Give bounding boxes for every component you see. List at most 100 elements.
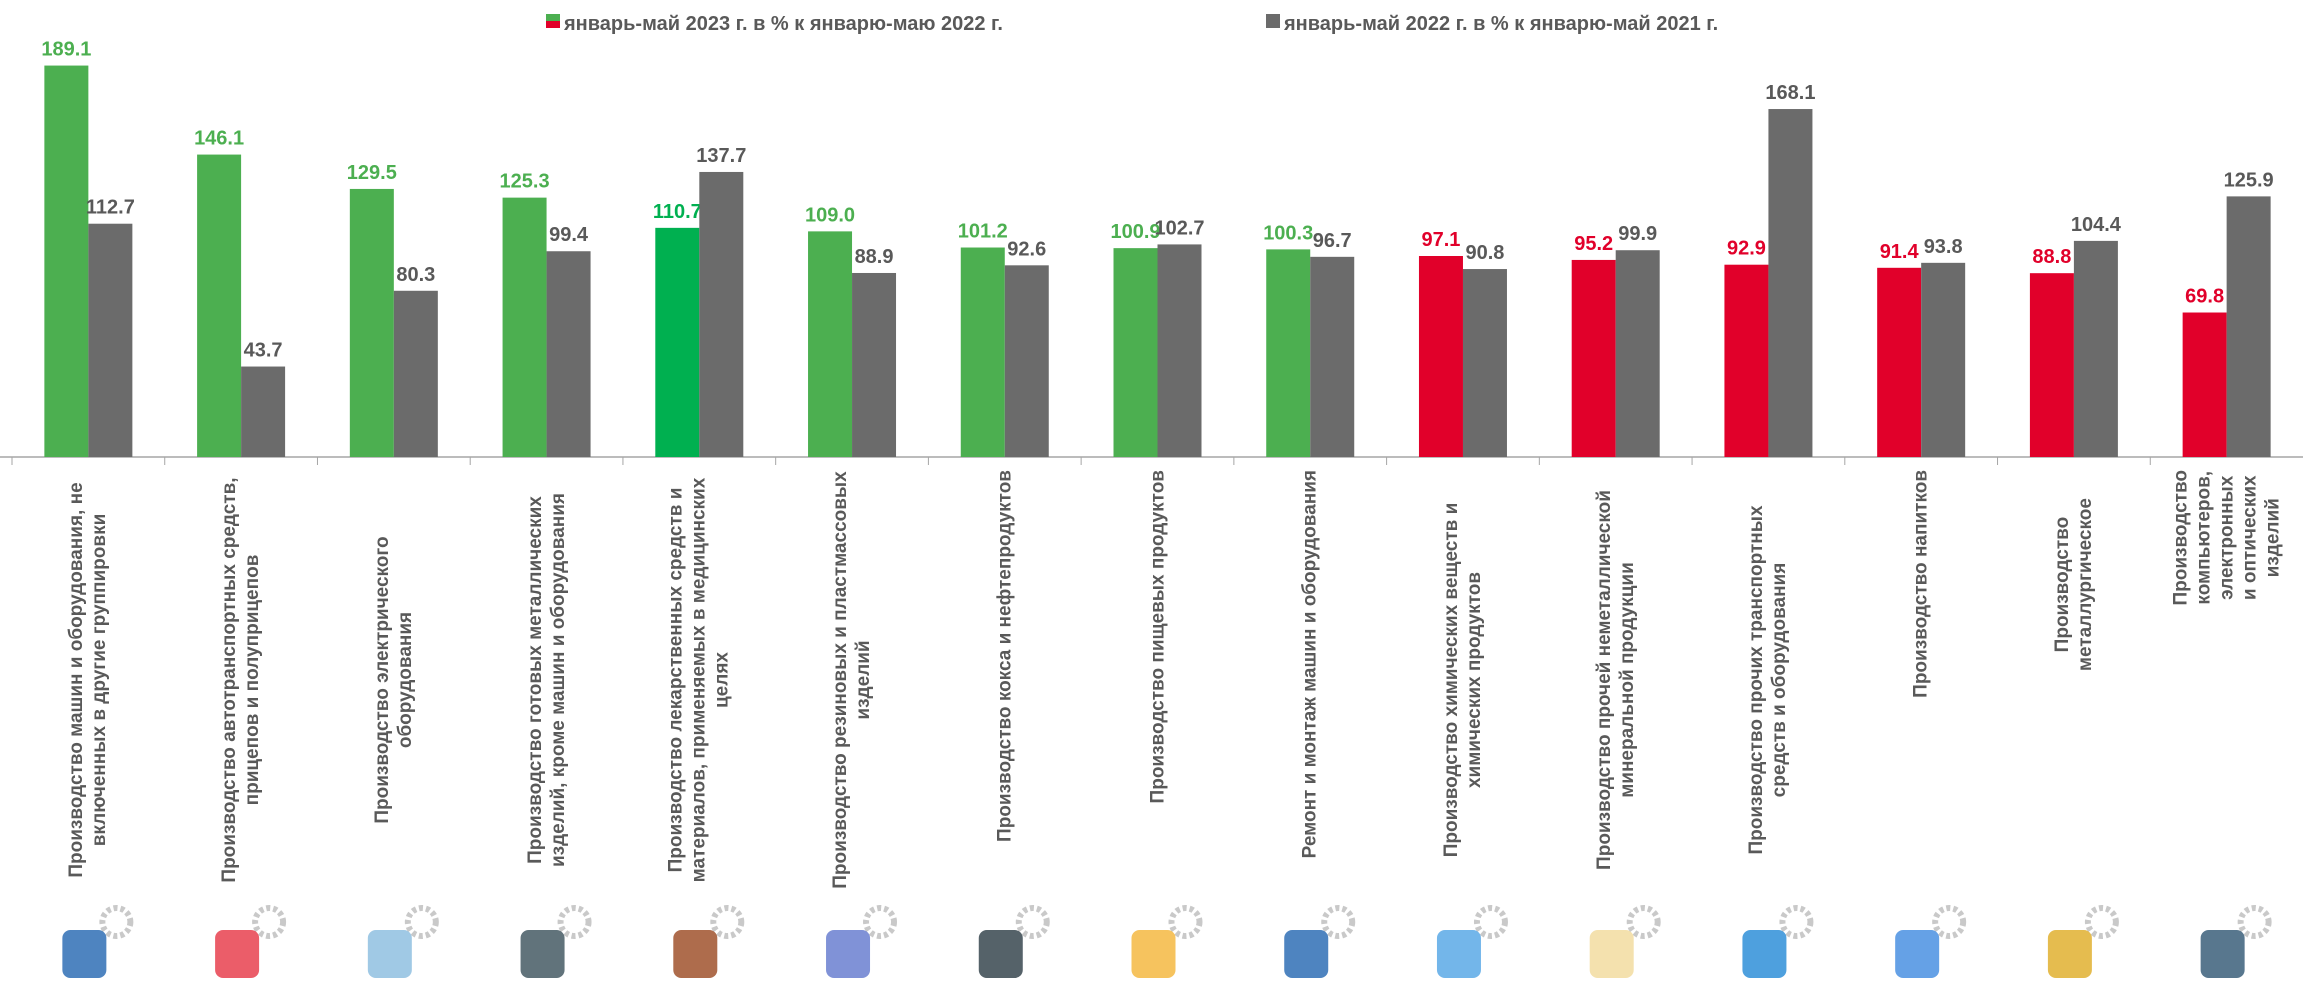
- data-label: 112.7: [86, 197, 135, 219]
- icon: [1284, 930, 1328, 978]
- data-label: 146.1: [194, 128, 244, 150]
- data-label: 99.9: [1618, 223, 1657, 245]
- data-label: 129.5: [347, 162, 397, 184]
- data-label: 88.8: [2032, 246, 2071, 268]
- bar: [1724, 265, 1768, 457]
- data-label: 137.7: [696, 145, 746, 167]
- bar: [699, 172, 743, 457]
- bar: [88, 224, 132, 457]
- bar: [503, 198, 547, 457]
- bar: [241, 367, 285, 457]
- bar: [44, 66, 88, 457]
- icon-gear: [2088, 908, 2116, 936]
- icon: [979, 930, 1023, 978]
- bar: [1114, 248, 1158, 457]
- icon-gear: [866, 908, 894, 936]
- bar: [1768, 109, 1812, 457]
- data-label: 96.7: [1313, 230, 1352, 252]
- data-label: 95.2: [1574, 233, 1613, 255]
- icon-gear: [102, 908, 130, 936]
- x-tick-label: Производство химических веществ и химиче…: [1440, 470, 1486, 890]
- bar: [394, 291, 438, 457]
- icon: [215, 930, 259, 978]
- data-label: 125.9: [2224, 169, 2274, 191]
- bar: [197, 155, 241, 457]
- bar: [1158, 244, 1202, 457]
- x-tick-label: Производство лекарственных средств и мат…: [665, 470, 734, 890]
- x-tick-label: Производство металлургическое: [2051, 470, 2097, 699]
- data-label: 91.4: [1880, 241, 1920, 263]
- bar: [1419, 256, 1463, 457]
- bar: [2074, 241, 2118, 457]
- x-tick-label: Производство напитков: [1910, 470, 1933, 698]
- legend-marker: [546, 14, 560, 21]
- icon: [368, 930, 412, 978]
- bar: [2030, 273, 2074, 457]
- icon-gear: [408, 908, 436, 936]
- icon-gear: [2241, 908, 2269, 936]
- data-label: 100.3: [1263, 222, 1313, 244]
- x-tick-label: Производство готовых металлических издел…: [524, 470, 570, 890]
- icon: [1437, 930, 1481, 978]
- bar: [961, 248, 1005, 457]
- icon-gear: [1477, 908, 1505, 936]
- chart: январь-май 2023 г. в % к январю-маю 2022…: [0, 0, 2303, 1002]
- x-tick-label: Производство пищевых продуктов: [1146, 470, 1169, 803]
- x-tick-label: Производство электрического оборудования: [371, 470, 417, 890]
- x-tick-label: Производство прочей неметаллической мине…: [1593, 470, 1639, 890]
- icon: [1895, 930, 1939, 978]
- data-label: 92.6: [1007, 238, 1046, 260]
- data-label: 43.7: [244, 340, 283, 362]
- icon: [826, 930, 870, 978]
- icon-gear: [255, 908, 283, 936]
- bar: [547, 251, 591, 457]
- bar: [1005, 265, 1049, 457]
- icon: [521, 930, 565, 978]
- data-label: 189.1: [41, 39, 91, 61]
- bar: [655, 228, 699, 457]
- x-tick-label: Ремонт и монтаж машин и оборудования: [1299, 470, 1322, 858]
- data-label: 110.7: [653, 201, 702, 223]
- bar: [852, 273, 896, 457]
- bar: [1463, 269, 1507, 457]
- icon-gear: [1324, 908, 1352, 936]
- data-label: 104.4: [2071, 214, 2122, 236]
- x-tick-label: Производство резиновых и пластмассовых и…: [829, 470, 875, 890]
- icon-gear: [561, 908, 589, 936]
- x-tick-label: Производство компьютеров, электронных и …: [2169, 470, 2284, 606]
- bar: [1877, 268, 1921, 457]
- bar: [2227, 196, 2271, 457]
- icon-gear: [1935, 908, 1963, 936]
- data-label: 109.0: [805, 204, 855, 226]
- data-label: 97.1: [1421, 229, 1460, 251]
- bar: [1921, 263, 1965, 457]
- bar: [808, 231, 852, 457]
- data-label: 101.2: [958, 221, 1008, 243]
- data-label: 168.1: [1765, 82, 1815, 104]
- bar: [1616, 250, 1660, 457]
- icon: [62, 930, 106, 978]
- icon-gear: [1172, 908, 1200, 936]
- data-label: 92.9: [1727, 238, 1766, 260]
- x-tick-label: Производство автотранспортных средств, п…: [218, 470, 264, 890]
- x-tick-label: Производство кокса и нефтепродуктов: [993, 470, 1016, 842]
- icon: [2048, 930, 2092, 978]
- bar: [1310, 257, 1354, 457]
- bar: [1266, 249, 1310, 457]
- legend-label: январь-май 2023 г. в % к январю-маю 2022…: [563, 13, 1003, 35]
- legend-marker: [546, 21, 560, 28]
- bar: [350, 189, 394, 457]
- bar: [2183, 313, 2227, 457]
- icon-gear: [1630, 908, 1658, 936]
- data-label: 80.3: [396, 264, 435, 286]
- bar: [1572, 260, 1616, 457]
- data-label: 100.9: [1110, 221, 1160, 243]
- icon: [2201, 930, 2245, 978]
- data-label: 125.3: [500, 171, 550, 193]
- icon: [1132, 930, 1176, 978]
- icon-gear: [1782, 908, 1810, 936]
- icon: [673, 930, 717, 978]
- x-tick-label: Производство прочих транспортных средств…: [1745, 470, 1791, 890]
- data-label: 99.4: [549, 224, 589, 246]
- icon: [1590, 930, 1634, 978]
